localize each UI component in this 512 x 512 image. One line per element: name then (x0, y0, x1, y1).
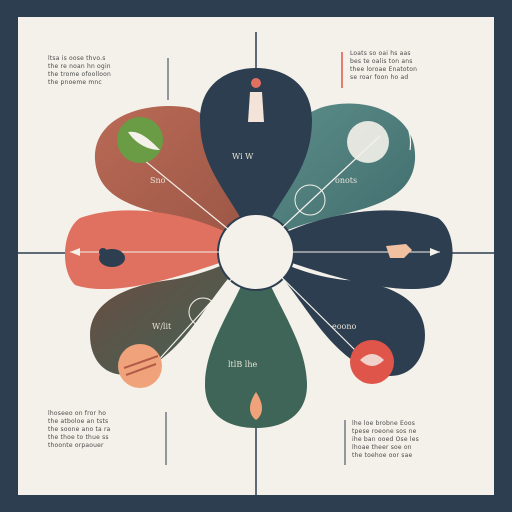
petal-label-upper-right: onots (335, 176, 358, 185)
animal-silhouette-icon (99, 248, 125, 267)
petal-top (200, 68, 312, 250)
hands-icon (118, 344, 162, 388)
flame-icon (250, 392, 262, 420)
connector-lower-right (255, 251, 361, 356)
arrow-left-icon (70, 248, 80, 256)
text-block-top-right: Loats so oai hs aas bes te oalis ton ans… (350, 50, 418, 81)
petal-label-bottom: ltlB lhe (228, 360, 258, 369)
node-upper-right (294, 184, 326, 216)
leaf-icon (117, 117, 163, 163)
petal-right (256, 210, 453, 290)
text-block-top-left: ltsa is oose thvo.s the re noan hn ogin … (48, 55, 111, 86)
text-block-bottom-right: lhe loe brobne Eoos tpese roeone sos ne … (352, 420, 419, 459)
creature-icon (350, 340, 394, 384)
petal-label-lower-right: eoono (332, 322, 357, 331)
text-block-bottom-left: lhoseeo on fror ho the atboloe an tsts t… (48, 410, 111, 449)
petal-bottom (205, 250, 307, 428)
petal-label-upper-left: Sno (150, 176, 166, 185)
moon-circle-icon (347, 109, 412, 163)
petal-label-top: Wi W (232, 152, 254, 161)
person-icon (248, 78, 264, 122)
animal-silhouette-icon-right (386, 244, 412, 258)
petal-lower-left (90, 250, 256, 375)
connector-lower-left (144, 251, 257, 376)
node-lower-left (188, 297, 218, 327)
petal-left (64, 210, 256, 290)
petal-label-lower-left: W/lit (152, 322, 172, 331)
arrow-right-icon (430, 248, 440, 256)
